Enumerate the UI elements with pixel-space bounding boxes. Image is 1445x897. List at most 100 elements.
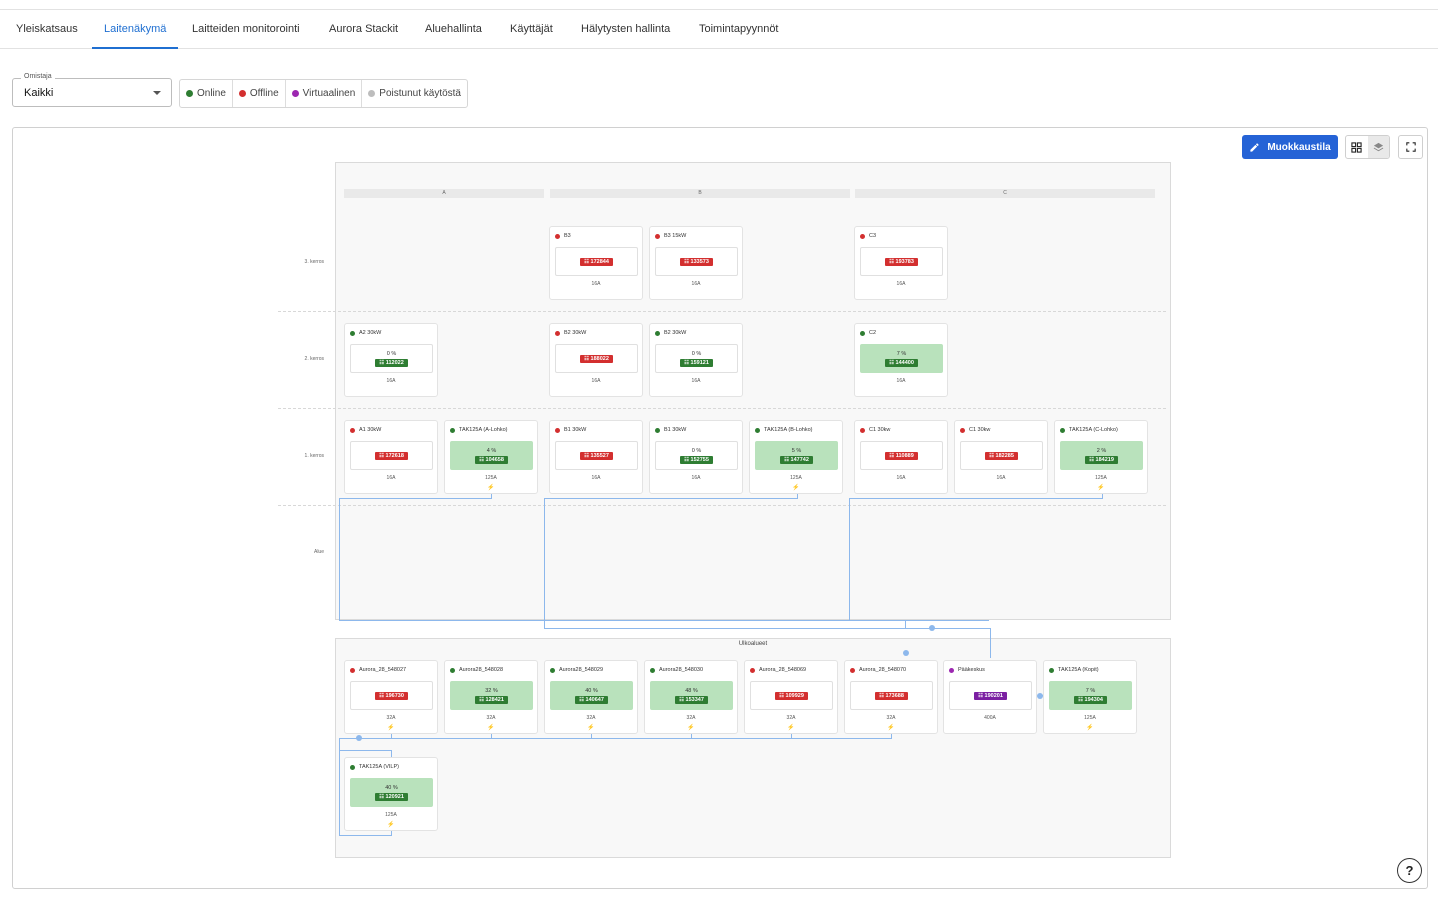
charger-icon: ☷: [889, 359, 896, 366]
device-name-text: B2 30kW: [664, 330, 687, 336]
device-card[interactable]: TAK125A (C-Lohko) 2 % ☷ 184219 125A ⚡: [1054, 420, 1148, 494]
device-id-badge: ☷ 112022: [375, 358, 408, 367]
tab-aurora-stackit[interactable]: Aurora Stackit: [329, 23, 399, 35]
tab-laitenakyma[interactable]: Laitenäkymä: [91, 10, 179, 49]
device-id-badge: ☷ 147742: [780, 455, 813, 464]
tab-kayttajat[interactable]: Käyttäjät: [510, 23, 553, 35]
legend-item[interactable]: Virtuaalinen: [286, 80, 363, 107]
charger-icon: ☷: [684, 359, 691, 366]
device-card[interactable]: Aurora_28_548070 ☷ 173688 32A ⚡: [844, 660, 938, 734]
device-id-badge: ☷ 153347: [675, 695, 708, 704]
device-card[interactable]: A2 30kW 0 % ☷ 112022 16A: [344, 323, 438, 397]
device-id: 128421: [485, 696, 504, 703]
device-status-box: ☷ 172844: [555, 247, 638, 276]
device-name: B2 30kW: [555, 330, 586, 336]
device-card[interactable]: B1 30kW ☷ 135527 16A: [549, 420, 643, 494]
device-card[interactable]: C2 7 % ☷ 144400 16A: [854, 323, 948, 397]
device-amperage: 16A: [691, 281, 701, 287]
device-status-box: 5 % ☷ 147742: [755, 441, 838, 470]
device-status-box: 0 % ☷ 159121: [655, 344, 738, 373]
grid-view-button[interactable]: [1346, 136, 1368, 158]
status-dot-icon: [750, 667, 755, 673]
device-card[interactable]: C3 ☷ 193783 16A: [854, 226, 948, 300]
status-dot-icon: [555, 427, 560, 433]
wire-segment: [391, 827, 392, 836]
device-name-text: Aurora_28_548027: [359, 667, 407, 673]
device-name-text: C1 30kw: [869, 427, 891, 433]
device-card[interactable]: C1 30kw ☷ 182285 16A: [954, 420, 1048, 494]
device-card[interactable]: Aurora_28_548069 ☷ 109929 32A ⚡: [744, 660, 838, 734]
tab-laitteiden-monitorointi[interactable]: Laitteiden monitorointi: [192, 23, 300, 35]
device-card[interactable]: B2 30kW ☷ 188022 16A: [549, 323, 643, 397]
device-id: 193783: [895, 258, 914, 265]
wire-segment: [891, 733, 892, 739]
device-name: Pääkeskus: [949, 667, 985, 673]
device-id-badge: ☷ 194304: [1074, 695, 1107, 704]
device-amperage: 16A: [896, 475, 906, 481]
device-card[interactable]: C1 30kw ☷ 110889 16A: [854, 420, 948, 494]
device-amperage: 16A: [691, 475, 701, 481]
device-card[interactable]: Aurora_28_548027 ☷ 196730 32A ⚡: [344, 660, 438, 734]
device-id: 109929: [785, 692, 804, 699]
status-dot-icon: [350, 667, 355, 673]
device-card[interactable]: Aurora28_548028 32 % ☷ 128421 32A ⚡: [444, 660, 538, 734]
charger-icon: ☷: [1078, 696, 1085, 703]
help-button[interactable]: ?: [1397, 858, 1422, 883]
device-card[interactable]: B2 30kW 0 % ☷ 159121 16A: [649, 323, 743, 397]
wire-segment: [339, 498, 491, 499]
device-card[interactable]: B3 ☷ 172844 16A: [549, 226, 643, 300]
device-card[interactable]: TAK125A (B-Lohko) 5 % ☷ 147742 125A ⚡: [749, 420, 843, 494]
charger-icon: ☷: [479, 456, 486, 463]
device-id: 190201: [984, 692, 1003, 699]
status-dot-icon: [650, 667, 655, 673]
fullscreen-button[interactable]: [1398, 135, 1423, 159]
edit-mode-button[interactable]: Muokkaustila: [1242, 135, 1338, 159]
legend-item[interactable]: Poistunut käytöstä: [362, 80, 467, 107]
lightning-icon: ⚡: [387, 725, 395, 731]
lightning-icon: ⚡: [887, 725, 895, 731]
device-card[interactable]: TAK125A (VILP) 40 % ☷ 120921 125A ⚡: [344, 757, 438, 831]
device-name: TAK125A (A-Lohko): [450, 427, 508, 433]
status-dot-icon: [450, 427, 455, 433]
owner-select[interactable]: Omistaja Kaikki: [12, 73, 172, 107]
status-dot-icon: [555, 233, 560, 239]
charge-percent: 32 %: [485, 687, 498, 694]
legend-item[interactable]: Offline: [233, 80, 286, 107]
device-name: B1 30kW: [555, 427, 586, 433]
device-card[interactable]: Aurora28_548029 40 % ☷ 140647 32A ⚡: [544, 660, 638, 734]
wire-segment: [544, 498, 797, 499]
device-id: 173688: [885, 692, 904, 699]
device-amperage: 32A: [786, 715, 796, 721]
tab-toimintapyynnot[interactable]: Toimintapyynnöt: [699, 23, 779, 35]
layer-view-button[interactable]: [1367, 136, 1389, 158]
device-card[interactable]: Pääkeskus ☷ 190201 400A: [943, 660, 1037, 734]
device-card[interactable]: Aurora28_548030 48 % ☷ 153347 32A ⚡: [644, 660, 738, 734]
device-card[interactable]: B3 15kW ☷ 133573 16A: [649, 226, 743, 300]
wire-segment: [591, 733, 592, 739]
device-canvas[interactable]: Muokkaustila ? A B C 3. kerros 2. kerros 1. k…: [12, 127, 1428, 889]
device-amperage: 400A: [984, 715, 996, 721]
row-divider: [278, 311, 1166, 312]
tab-yleiskatsaus[interactable]: Yleiskatsaus: [16, 23, 78, 35]
wire-segment: [791, 733, 792, 739]
device-name-text: C3: [869, 233, 877, 239]
charger-icon: ☷: [379, 793, 386, 800]
device-name-text: Pääkeskus: [958, 667, 985, 673]
device-card[interactable]: TAK125A (Kopit) 7 % ☷ 194304 125A ⚡: [1043, 660, 1137, 734]
device-card[interactable]: A1 30kW ☷ 172618 16A: [344, 420, 438, 494]
wire-segment: [491, 490, 492, 499]
charger-icon: ☷: [379, 692, 386, 699]
tab-halytysten-hallinta[interactable]: Hälytysten hallinta: [581, 23, 671, 35]
device-card[interactable]: B1 30kW 0 % ☷ 152755 16A: [649, 420, 743, 494]
device-id: 144400: [895, 359, 914, 366]
wire-junction: [1037, 693, 1043, 699]
legend-item[interactable]: Online: [180, 80, 233, 107]
column-header: B: [550, 189, 850, 198]
charger-icon: ☷: [584, 452, 591, 459]
device-name: C2: [860, 330, 876, 336]
device-card[interactable]: TAK125A (A-Lohko) 4 % ☷ 104658 125A ⚡: [444, 420, 538, 494]
tab-aluehallinta[interactable]: Aluehallinta: [425, 23, 482, 35]
device-id-badge: ☷ 104658: [475, 455, 508, 464]
device-amperage: 16A: [386, 475, 396, 481]
row-label: 3. kerros: [304, 259, 324, 265]
